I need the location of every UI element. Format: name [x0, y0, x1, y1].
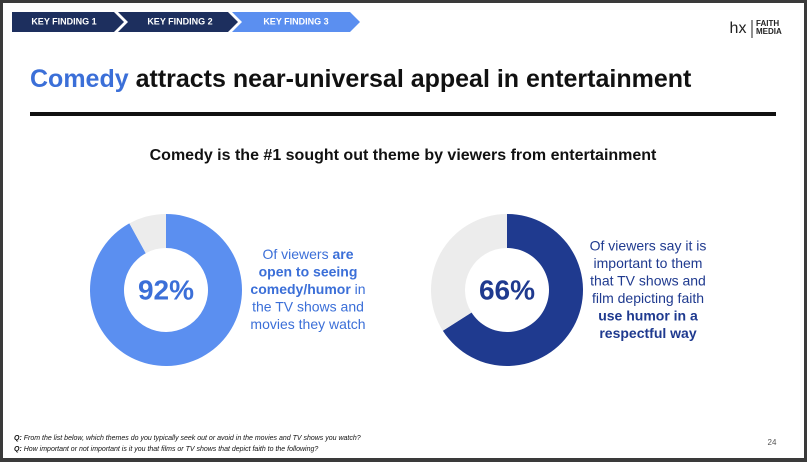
- description-line: use humor in a: [598, 307, 698, 323]
- tab-label[interactable]: KEY FINDING 2: [147, 16, 212, 26]
- donut-segment: [129, 214, 166, 254]
- description-text: movies they watch: [250, 316, 365, 332]
- footnote: Q: From the list below, which themes do …: [14, 435, 361, 442]
- slide-title: Comedy attracts near-universal appeal in…: [30, 65, 692, 93]
- description-text: Of viewers say it is: [590, 237, 707, 253]
- description-line: important to them: [594, 254, 703, 270]
- tab-label[interactable]: KEY FINDING 3: [263, 16, 328, 26]
- description-text: film depicting faith: [592, 289, 704, 305]
- description-line: respectful way: [599, 324, 696, 340]
- donut-segment: [442, 214, 584, 366]
- description-text: are: [332, 246, 353, 262]
- description-line: Of viewers are: [262, 246, 353, 262]
- description-line: open to seeing: [259, 263, 358, 279]
- title-rule: [30, 112, 776, 116]
- footnote-prefix: Q:: [14, 446, 22, 453]
- description-text: open to seeing: [259, 263, 358, 279]
- description-line: comedy/humor in: [250, 281, 365, 297]
- description-text: comedy/humor: [250, 281, 351, 297]
- subtitle: Comedy is the #1 sought out theme by vie…: [150, 147, 657, 164]
- description-text: the TV shows and: [252, 298, 364, 314]
- logo-text: FAITH: [756, 19, 779, 28]
- tab-label[interactable]: KEY FINDING 1: [31, 16, 96, 26]
- footnote-text: How important or not important is it you…: [22, 446, 319, 453]
- title-highlight: Comedy: [30, 65, 129, 93]
- center-label: 92%: [138, 274, 194, 305]
- description-text: Of viewers: [262, 246, 332, 262]
- description-text: use humor in a: [598, 307, 698, 323]
- description-text: respectful way: [599, 324, 696, 340]
- donut-segment: [431, 214, 507, 331]
- title-rest: attracts near-universal appeal in entert…: [129, 65, 692, 93]
- tab[interactable]: [232, 12, 360, 32]
- description-line: Of viewers say it is: [590, 237, 707, 253]
- logo-mark: hx: [730, 20, 747, 37]
- description-line: the TV shows and: [252, 298, 364, 314]
- footnote: Q: How important or not important is it …: [14, 446, 318, 453]
- tab[interactable]: [12, 12, 124, 32]
- description-text: important to them: [594, 254, 703, 270]
- description-line: movies they watch: [250, 316, 365, 332]
- description-text: that TV shows and: [590, 272, 706, 288]
- footnote-text: From the list below, which themes do you…: [22, 435, 361, 442]
- description-line: film depicting faith: [592, 289, 704, 305]
- footnote-prefix: Q:: [14, 435, 22, 442]
- page-number: 24: [768, 438, 777, 447]
- center-label: 66%: [479, 274, 535, 305]
- tab[interactable]: [118, 12, 238, 32]
- description-text: in: [351, 281, 366, 297]
- donut-segment: [90, 214, 243, 366]
- description-line: that TV shows and: [590, 272, 706, 288]
- logo-text: MEDIA: [756, 27, 782, 36]
